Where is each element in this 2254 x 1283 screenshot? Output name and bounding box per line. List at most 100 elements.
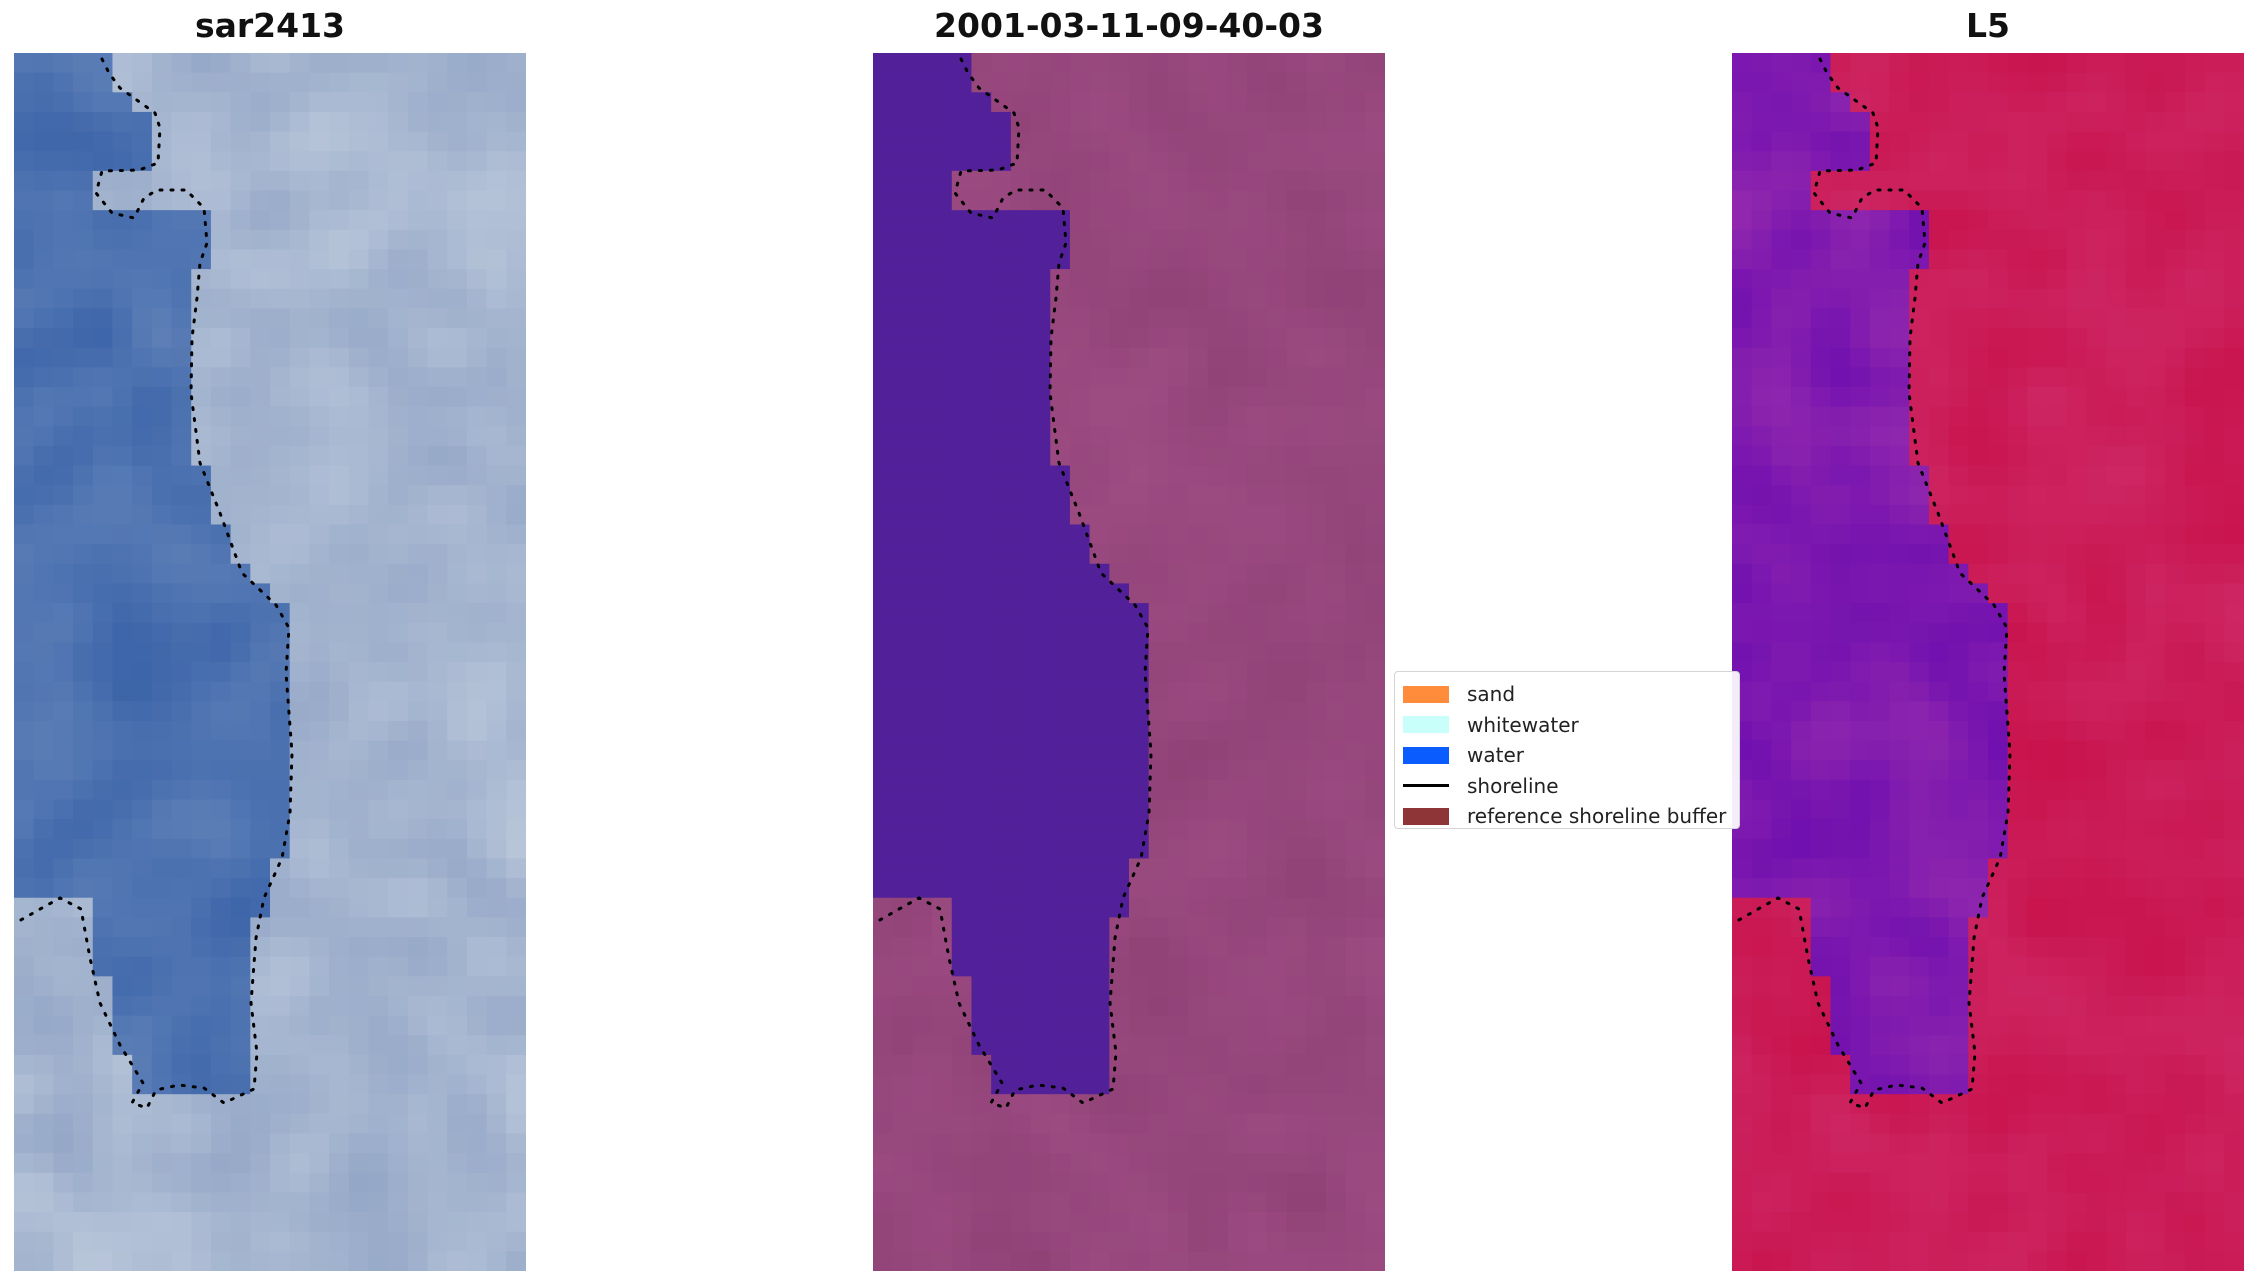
image-pixel: [191, 622, 212, 643]
image-pixel: [427, 1251, 448, 1271]
image-pixel: [466, 544, 488, 565]
image-pixel: [427, 190, 448, 211]
image-pixel: [407, 976, 429, 997]
image-pixel: [191, 347, 212, 368]
image-pixel: [92, 662, 114, 683]
image-pixel: [1968, 779, 1989, 801]
image-pixel: [1869, 956, 1891, 977]
image-pixel: [2027, 681, 2048, 702]
image-pixel: [1889, 72, 1910, 93]
image-pixel: [1109, 210, 1130, 231]
image-pixel: [348, 622, 370, 643]
image-pixel: [486, 465, 507, 486]
image-pixel: [2086, 328, 2107, 349]
image-pixel: [407, 1074, 429, 1095]
image-pixel: [447, 386, 468, 408]
image-pixel: [466, 1113, 488, 1135]
image-pixel: [2106, 897, 2127, 918]
image-pixel: [932, 1153, 953, 1174]
image-pixel: [1850, 347, 1871, 368]
image-pixel: [1345, 897, 1366, 918]
image-pixel: [2224, 1172, 2244, 1194]
image-pixel: [407, 1251, 429, 1271]
image-pixel: [447, 622, 468, 643]
image-pixel: [506, 524, 526, 545]
image-pixel: [1810, 544, 1832, 565]
image-pixel: [33, 72, 54, 93]
image-pixel: [1030, 819, 1051, 840]
image-pixel: [2066, 662, 2088, 683]
image-pixel: [112, 426, 133, 447]
image-pixel: [348, 229, 370, 251]
image-pixel: [1207, 131, 1229, 152]
image-pixel: [506, 1133, 526, 1154]
image-pixel: [1148, 1153, 1169, 1174]
image-pixel: [932, 701, 953, 722]
image-pixel: [132, 878, 153, 899]
image-pixel: [1850, 779, 1871, 801]
image-pixel: [2047, 367, 2068, 388]
image-pixel: [1889, 249, 1910, 270]
image-pixel: [2086, 897, 2107, 918]
image-pixel: [892, 583, 913, 604]
image-pixel: [1109, 799, 1130, 820]
image-pixel: [1810, 328, 1832, 349]
image-pixel: [991, 111, 1012, 133]
image-pixel: [1365, 308, 1385, 329]
image-pixel: [2145, 111, 2166, 133]
image-pixel: [132, 1251, 153, 1271]
image-pixel: [1909, 72, 1930, 93]
image-pixel: [388, 1212, 409, 1233]
image-pixel: [1810, 485, 1832, 506]
image-pixel: [1306, 662, 1327, 683]
image-pixel: [1089, 445, 1110, 467]
image-pixel: [1148, 131, 1169, 152]
image-pixel: [348, 445, 370, 467]
image-pixel: [1850, 995, 1871, 1017]
image-pixel: [1889, 544, 1910, 565]
image-pixel: [1968, 406, 1989, 427]
image-pixel: [2145, 937, 2166, 958]
image-pixel: [1247, 544, 1268, 565]
image-pixel: [407, 917, 429, 938]
image-pixel: [1247, 1113, 1268, 1135]
image-pixel: [348, 858, 370, 879]
image-pixel: [33, 406, 54, 427]
image-pixel: [1948, 210, 1969, 231]
image-pixel: [151, 347, 173, 368]
image-pixel: [447, 367, 468, 388]
image-pixel: [1830, 445, 1851, 467]
image-pixel: [1345, 917, 1366, 938]
image-pixel: [1050, 1212, 1071, 1233]
image-pixel: [1227, 328, 1248, 349]
image-pixel: [2125, 1054, 2147, 1076]
image-pixel: [309, 779, 330, 801]
image-pixel: [2007, 111, 2028, 133]
image-pixel: [33, 858, 54, 879]
image-pixel: [14, 1094, 35, 1115]
image-pixel: [2184, 328, 2206, 349]
image-pixel: [932, 111, 953, 133]
image-pixel: [1148, 465, 1169, 486]
image-pixel: [1771, 956, 1792, 977]
image-pixel: [1928, 1133, 1950, 1154]
image-pixel: [1889, 524, 1910, 545]
image-pixel: [1089, 1113, 1110, 1135]
image-pixel: [1306, 740, 1327, 761]
image-pixel: [1227, 485, 1248, 506]
image-pixel: [1732, 563, 1753, 585]
image-pixel: [1227, 779, 1248, 801]
image-pixel: [1988, 328, 2009, 349]
image-pixel: [2184, 819, 2206, 840]
image-pixel: [1771, 897, 1792, 918]
image-pixel: [466, 504, 488, 526]
image-pixel: [1306, 1153, 1327, 1174]
image-pixel: [2007, 328, 2028, 349]
image-pixel: [1050, 1231, 1071, 1252]
image-pixel: [991, 485, 1012, 506]
image-pixel: [1365, 53, 1385, 74]
image-pixel: [1010, 524, 1032, 545]
image-pixel: [932, 347, 953, 368]
image-pixel: [1810, 937, 1832, 958]
image-pixel: [1247, 760, 1268, 781]
